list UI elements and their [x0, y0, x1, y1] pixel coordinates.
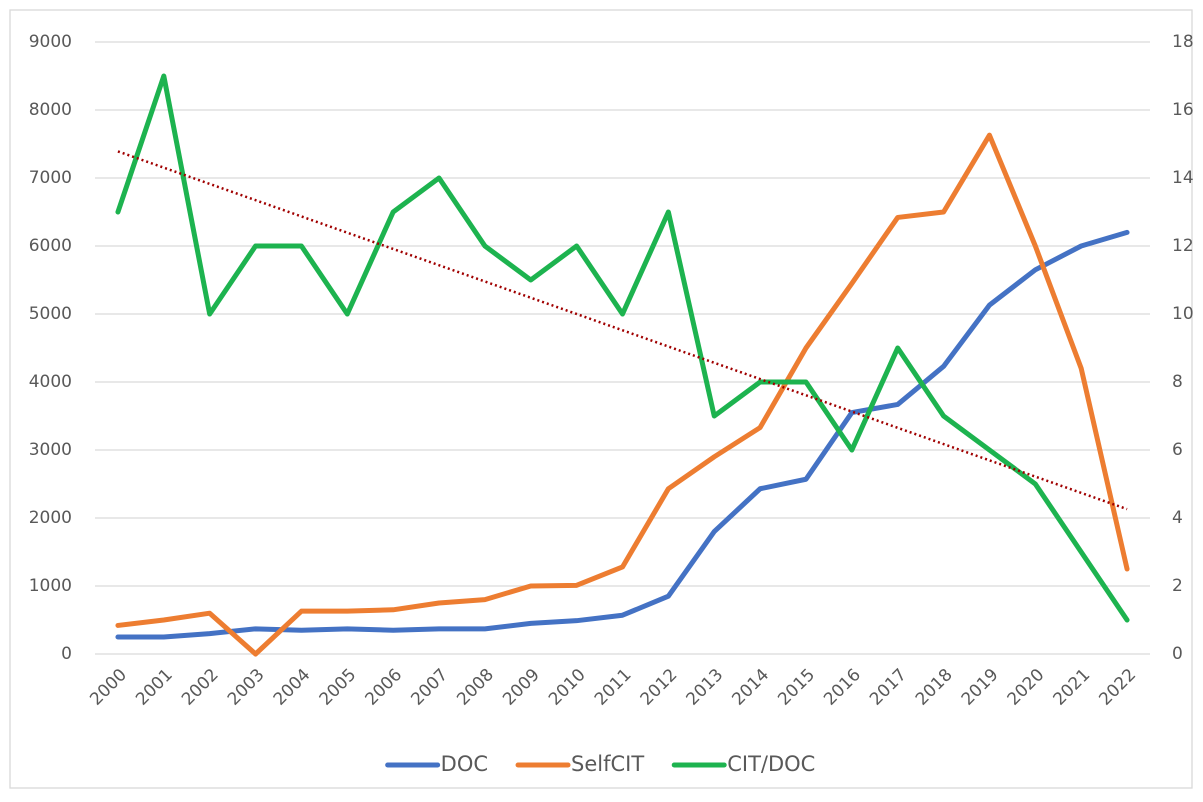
y2-tick-label: 8	[1172, 372, 1183, 392]
legend-label: CIT/DOC	[727, 752, 815, 776]
y-tick-label: 5000	[29, 304, 72, 324]
y-tick-label: 0	[61, 644, 72, 664]
y2-tick-label: 18	[1172, 32, 1194, 52]
y2-tick-label: 2	[1172, 576, 1183, 596]
series-line	[115, 132, 1130, 657]
y-tick-label: 8000	[29, 100, 72, 120]
y-tick-label: 6000	[29, 236, 72, 256]
legend-label: DOC	[441, 752, 488, 776]
series-line	[115, 73, 1130, 623]
y2-tick-label: 6	[1172, 440, 1183, 460]
y-tick-label: 1000	[29, 576, 72, 596]
series-line	[115, 229, 1130, 640]
y2-tick-label: 4	[1172, 508, 1183, 528]
trendline	[117, 150, 1128, 511]
y2-tick-label: 12	[1172, 236, 1194, 256]
y-tick-label: 9000	[29, 32, 72, 52]
y2-tick-label: 14	[1172, 168, 1194, 188]
chart-frame	[9, 9, 1193, 789]
y2-tick-label: 16	[1172, 100, 1194, 120]
legend: DOC SelfCIT CIT/DOC	[385, 752, 815, 776]
legend-label: SelfCIT	[571, 752, 644, 776]
y-tick-label: 7000	[29, 168, 72, 188]
y2-tick-label: 10	[1172, 304, 1194, 324]
y2-tick-label: 0	[1172, 644, 1183, 664]
y-tick-label: 3000	[29, 440, 72, 460]
y-tick-label: 2000	[29, 508, 72, 528]
y-tick-label: 4000	[29, 372, 72, 392]
